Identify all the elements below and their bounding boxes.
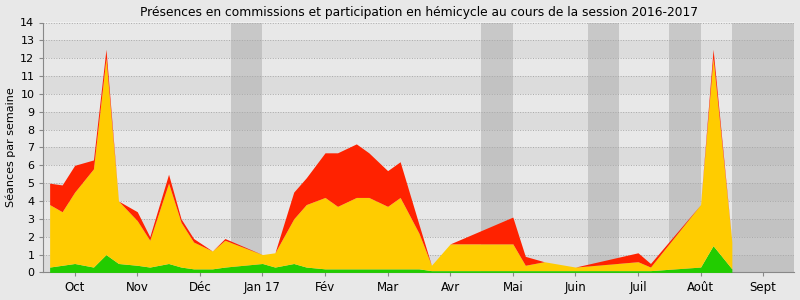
Bar (43, 255, 794, 272)
Bar (588, 22, 619, 272)
Bar (732, 22, 794, 272)
Bar (670, 22, 701, 272)
Bar (43, 40, 794, 58)
Bar (482, 22, 513, 272)
Bar (43, 130, 794, 148)
Bar (43, 165, 794, 183)
Bar (231, 22, 262, 272)
Title: Présences en commissions et participation en hémicycle au cours de la session 20: Présences en commissions et participatio… (140, 6, 698, 19)
Bar (43, 22, 794, 40)
Bar (43, 237, 794, 255)
Bar (43, 148, 794, 165)
Bar (43, 201, 794, 219)
Bar (43, 219, 794, 237)
Bar (43, 183, 794, 201)
Bar (43, 112, 794, 130)
Bar (43, 94, 794, 112)
Bar (43, 76, 794, 94)
Bar (43, 58, 794, 76)
Y-axis label: Séances par semaine: Séances par semaine (6, 88, 16, 207)
